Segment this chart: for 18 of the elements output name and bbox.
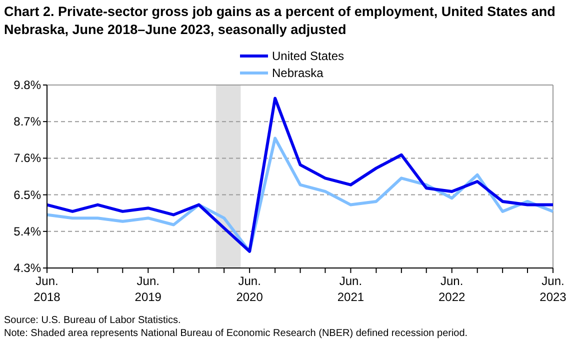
x-tick-label: Jun. 2019 [134,274,162,304]
x-tick-label: Jun. 2021 [337,274,364,304]
y-tick-label: 7.6% [14,151,42,166]
x-tick-label: Jun. 2023 [540,274,567,304]
y-tick-label: 6.5% [14,188,42,202]
text: Note: Shaded area represents National Bureau of Economic Research (NBER) defined recession period. [4,328,468,339]
y-tick-label: 5.4% [14,224,42,238]
legend-label: Nebraska [272,66,324,80]
line-series [46,96,554,253]
source-note: Source: U.S. Bureau of Labor Statistics. [4,315,181,326]
x-tick-label: Jun. 2020 [236,274,264,304]
x-tick-label: Jun. 2022 [438,274,466,304]
y-tick-label: 4.3% [14,261,42,275]
y-tick-label: 9.8% [14,78,42,92]
x-tick-label: Jun. 2018 [34,274,61,304]
chart-title: Chart 2. Private-sector gross job gains as a percent of employment, United States and Nebraska, June 2018–June 2023, seasonally adjusted [4,4,556,37]
legend-label: United States [272,49,344,63]
y-tick-label: 8.7% [14,114,42,129]
